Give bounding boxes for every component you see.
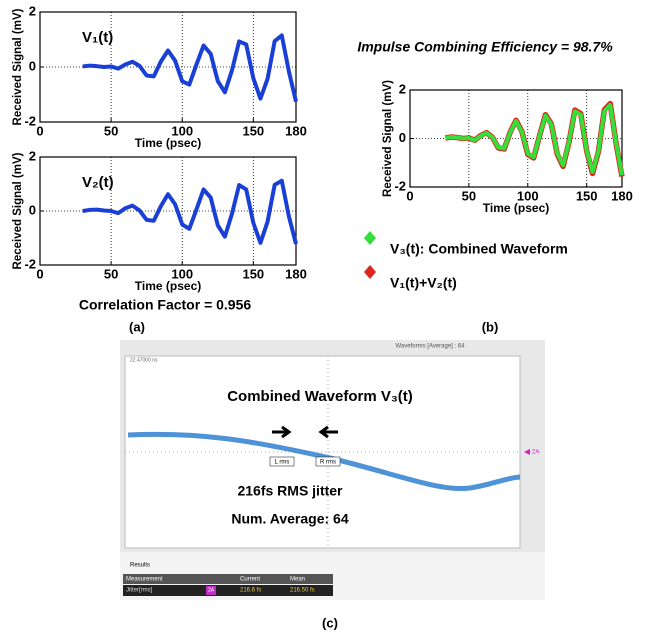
scope-timebase: 22.47000 ns: [130, 357, 158, 363]
results-tab[interactable]: Results: [130, 563, 150, 569]
scope-average: Num. Average: 64: [231, 511, 348, 527]
table-column: Current: [240, 577, 260, 583]
annotation: V₂(t): [82, 174, 114, 191]
x-tick-label: 50: [462, 188, 476, 203]
y-tick-label: 0: [29, 202, 36, 217]
legend-label: V₁(t)+V₂(t): [390, 275, 457, 291]
table-cell: Jitter[rms]: [126, 588, 153, 594]
x-axis-label: Time (psec): [483, 201, 549, 215]
chart-title: Impulse Combining Efficiency = 98.7%: [357, 39, 613, 55]
annotation: V₁(t): [82, 29, 113, 46]
y-tick-label: -2: [24, 256, 36, 271]
x-tick-label: 180: [285, 266, 307, 281]
y-tick-label: 0: [29, 58, 36, 73]
table-column: Measurement: [126, 577, 163, 583]
x-tick-label: 50: [104, 266, 118, 281]
table-cell: 216.6 fs: [240, 588, 261, 594]
panel-label: (b): [482, 319, 499, 334]
y-tick-label: 0: [399, 130, 406, 145]
x-tick-label: 50: [104, 123, 118, 138]
x-tick-label: 180: [611, 188, 633, 203]
plot-frame: [40, 157, 296, 265]
y-tick-label: 2: [29, 3, 36, 18]
x-axis-label: Time (psec): [135, 136, 201, 150]
x-tick-label: 150: [242, 266, 264, 281]
legend-marker: [364, 265, 376, 279]
x-tick-label: 150: [242, 123, 264, 138]
scope-screenshot: Waveforms [Average] : 64 22.47000 ns Com…: [120, 340, 545, 600]
scope-header: Waveforms [Average] : 64: [395, 344, 465, 350]
scope-jitter: 216fs RMS jitter: [237, 483, 343, 499]
x-tick-label: 180: [285, 123, 307, 138]
panel-label: (c): [322, 615, 338, 630]
panel-label: (a): [129, 319, 145, 334]
x-tick-label: 0: [36, 266, 43, 281]
table-column: Mean: [290, 577, 305, 583]
table-cell: 216.50 fs: [290, 588, 315, 594]
channel-label: 2A: [532, 450, 539, 456]
cursor-label: L rms: [275, 460, 290, 466]
x-tick-label: 150: [576, 188, 598, 203]
figure: Correlation Factor = 0.956 (a) (b) (c) W…: [0, 0, 645, 633]
table-cell: 2A: [208, 587, 215, 593]
y-tick-label: -2: [394, 178, 406, 193]
legend-marker: [364, 231, 376, 245]
plot-frame: [40, 12, 296, 122]
correlation: Correlation Factor = 0.956: [79, 297, 252, 313]
y-axis-label: Received Signal (mV): [12, 8, 24, 125]
y-tick-label: 2: [399, 81, 406, 96]
y-axis-label: Received Signal (mV): [382, 80, 394, 197]
cursor-label: R rms: [320, 460, 336, 466]
y-axis-label: Received Signal (mV): [12, 152, 24, 269]
y-tick-label: -2: [24, 113, 36, 128]
legend-label: V₃(t): Combined Waveform: [390, 241, 568, 257]
scope-annotation: Combined Waveform V₃(t): [227, 388, 413, 405]
x-tick-label: 0: [406, 188, 413, 203]
x-axis-label: Time (psec): [135, 279, 201, 293]
y-tick-label: 2: [29, 148, 36, 163]
x-tick-label: 0: [36, 123, 43, 138]
